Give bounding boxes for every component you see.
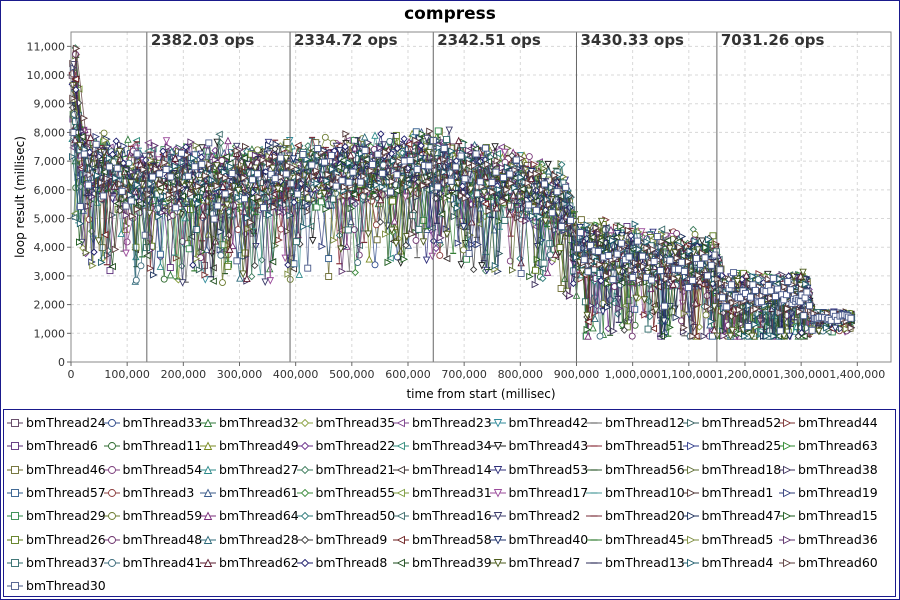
data-point	[373, 236, 381, 244]
data-point	[325, 273, 333, 280]
data-point	[146, 264, 155, 273]
data-point	[275, 236, 283, 244]
data-point	[160, 275, 168, 283]
data-point	[166, 264, 174, 271]
data-point	[195, 266, 204, 274]
data-point	[365, 255, 373, 263]
chart-plot: 2382.03 ops 2334.72 ops 2342.51 ops 3430.33…	[13, 31, 892, 401]
data-point	[577, 216, 585, 224]
data-point	[166, 270, 175, 279]
data-point	[283, 139, 291, 146]
data-point	[525, 153, 533, 160]
data-point	[641, 311, 649, 319]
data-point	[450, 212, 459, 221]
data-point	[589, 323, 597, 332]
data-point	[106, 267, 114, 275]
data-point	[397, 246, 405, 255]
data-point	[124, 135, 132, 143]
data-point	[393, 253, 401, 261]
data-point	[371, 261, 379, 269]
chart-title: compress	[404, 4, 496, 24]
data-point	[144, 139, 152, 147]
data-point	[557, 285, 565, 292]
data-point	[201, 271, 209, 279]
